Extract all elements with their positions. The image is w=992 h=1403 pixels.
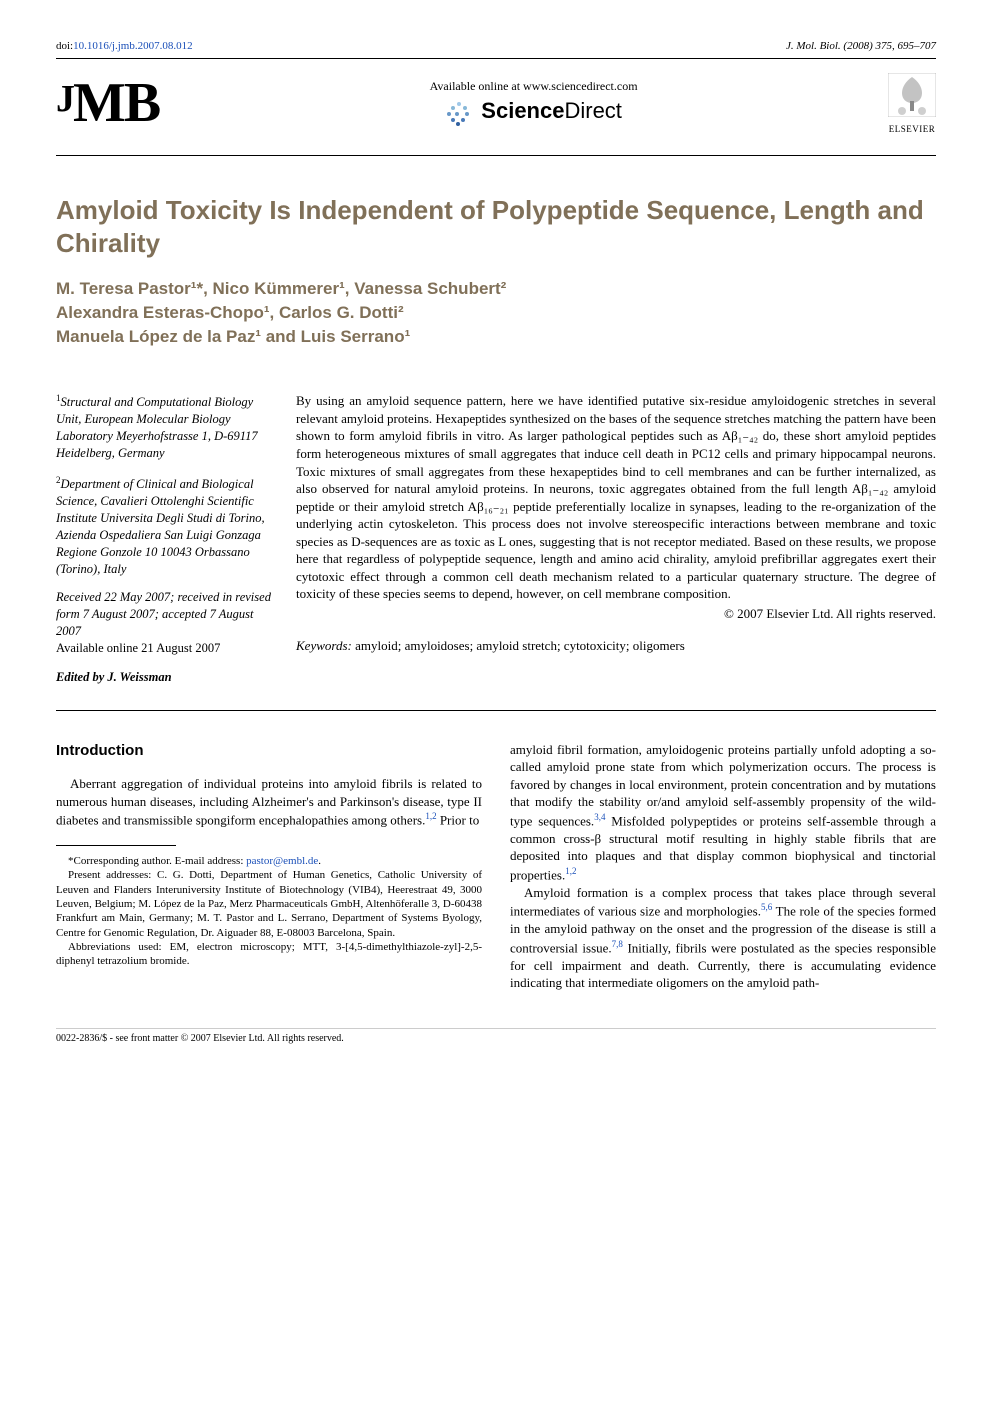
keywords-text: amyloid; amyloidoses; amyloid stretch; c… bbox=[352, 638, 685, 653]
authors-block: M. Teresa Pastor¹*, Nico Kümmerer¹, Vane… bbox=[56, 277, 936, 348]
meta-block: 1Structural and Computational Biology Un… bbox=[56, 392, 936, 697]
footer-copyright: 0022-2836/$ - see front matter © 2007 El… bbox=[56, 1028, 936, 1044]
ref-link[interactable]: 7,8 bbox=[612, 939, 623, 949]
intro-para-2: Amyloid formation is a complex process t… bbox=[510, 884, 936, 992]
doi-prefix: doi: bbox=[56, 40, 73, 52]
affiliation-1: 1Structural and Computational Biology Un… bbox=[56, 392, 272, 462]
keywords-label: Keywords: bbox=[296, 638, 352, 653]
doi-header: doi:10.1016/j.jmb.2007.08.012 J. Mol. Bi… bbox=[56, 40, 936, 52]
title-rule bbox=[56, 155, 936, 156]
column-left: Introduction Aberrant aggregation of ind… bbox=[56, 741, 482, 992]
keywords-line: Keywords: amyloid; amyloidoses; amyloid … bbox=[296, 637, 936, 655]
abstract-copyright: © 2007 Elsevier Ltd. All rights reserved… bbox=[296, 605, 936, 623]
column-right: amyloid fibril formation, amyloidogenic … bbox=[510, 741, 936, 992]
intro-para-1-cont: amyloid fibril formation, amyloidogenic … bbox=[510, 741, 936, 884]
authors-line-1: M. Teresa Pastor¹*, Nico Kümmerer¹, Vane… bbox=[56, 277, 936, 301]
sciencedirect-text: ScienceDirect bbox=[481, 98, 622, 124]
footnotes: *Corresponding author. E-mail address: p… bbox=[56, 854, 482, 968]
jmb-logo: JJMBMB bbox=[56, 71, 159, 135]
sciencedirect-dots-icon bbox=[445, 100, 475, 122]
editor-line: Edited by J. Weissman bbox=[56, 669, 272, 686]
ref-link[interactable]: 1,2 bbox=[425, 811, 436, 821]
doi-text: doi:10.1016/j.jmb.2007.08.012 bbox=[56, 40, 193, 52]
footnote-rule bbox=[56, 845, 176, 846]
received-dates: Received 22 May 2007; received in revise… bbox=[56, 589, 272, 657]
doi-link[interactable]: 10.1016/j.jmb.2007.08.012 bbox=[73, 40, 192, 52]
elsevier-label: ELSEVIER bbox=[888, 124, 936, 134]
present-addresses: Present addresses: C. G. Dotti, Departme… bbox=[56, 868, 482, 939]
abstract: By using an amyloid sequence pattern, he… bbox=[296, 392, 936, 697]
elsevier-logo-block: ELSEVIER bbox=[888, 73, 936, 134]
header-rule bbox=[56, 58, 936, 59]
abbreviations: Abbreviations used: EM, electron microsc… bbox=[56, 940, 482, 969]
ref-link[interactable]: 3,4 bbox=[594, 812, 605, 822]
email-link[interactable]: pastor@embl.de bbox=[246, 855, 318, 867]
elsevier-tree-icon bbox=[888, 73, 936, 117]
intro-para-1: Aberrant aggregation of individual prote… bbox=[56, 775, 482, 829]
abstract-text: By using an amyloid sequence pattern, he… bbox=[296, 392, 936, 603]
corresponding-author: *Corresponding author. E-mail address: p… bbox=[56, 854, 482, 868]
affiliations: 1Structural and Computational Biology Un… bbox=[56, 392, 272, 697]
body-rule bbox=[56, 710, 936, 711]
authors-line-3: Manuela López de la Paz¹ and Luis Serran… bbox=[56, 325, 936, 349]
journal-banner: JJMBMB Available online at www.sciencedi… bbox=[56, 71, 936, 135]
banner-center: Available online at www.sciencedirect.co… bbox=[179, 79, 888, 127]
affiliation-2: 2Department of Clinical and Biological S… bbox=[56, 474, 272, 577]
article-title: Amyloid Toxicity Is Independent of Polyp… bbox=[56, 194, 936, 259]
available-online-text: Available online at www.sciencedirect.co… bbox=[179, 79, 888, 94]
journal-ref: J. Mol. Biol. (2008) 375, 695–707 bbox=[786, 40, 936, 52]
body-columns: Introduction Aberrant aggregation of ind… bbox=[56, 741, 936, 992]
ref-link[interactable]: 5,6 bbox=[761, 902, 772, 912]
sciencedirect-logo: ScienceDirect bbox=[445, 98, 622, 124]
authors-line-2: Alexandra Esteras-Chopo¹, Carlos G. Dott… bbox=[56, 301, 936, 325]
ref-link[interactable]: 1,2 bbox=[565, 866, 576, 876]
introduction-heading: Introduction bbox=[56, 741, 482, 761]
